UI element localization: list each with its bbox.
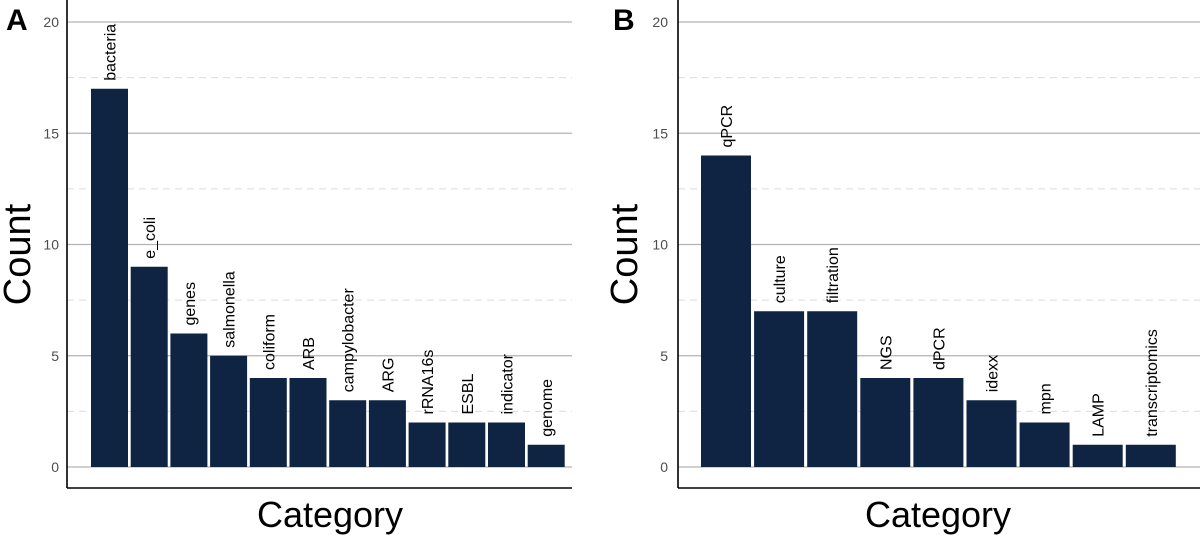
bar-label-genes: genes (182, 282, 199, 326)
bar-salmonella (210, 355, 248, 467)
bar-mpn (1019, 422, 1070, 467)
y-tick-label: 0 (51, 459, 59, 475)
y-tick-label: 15 (43, 125, 59, 141)
y-tick-label: 20 (43, 14, 59, 30)
bar-e_coli (130, 266, 168, 467)
bar-filtration (807, 311, 858, 467)
y-axis-title: Count (604, 203, 646, 305)
panel-b-letter: B (613, 4, 635, 37)
bar-rRNA16s (408, 422, 446, 467)
bar-bacteria (91, 88, 128, 467)
y-tick-label: 5 (660, 348, 668, 364)
bar-indicator (488, 422, 525, 467)
bar-LAMP (1072, 444, 1123, 467)
bar-ARG (368, 400, 406, 467)
bar-label-coliform: coliform (261, 314, 278, 370)
bar-campylobacter (329, 400, 367, 467)
bar-label-culture: culture (772, 255, 789, 303)
bar-label-ARB: ARB (301, 337, 318, 370)
bar-transcriptomics (1125, 444, 1176, 467)
bar-label-ESBL: ESBL (460, 373, 477, 414)
bar-label-dPCR: dPCR (931, 327, 948, 370)
bar-label-indicator: indicator (500, 353, 517, 414)
bar-NGS (860, 378, 911, 467)
x-axis-title: Category (865, 494, 1011, 535)
bar-genome (527, 444, 565, 467)
bar-label-bacteria: bacteria (103, 24, 120, 81)
bar-label-campylobacter: campylobacter (341, 288, 358, 393)
bar-genes (170, 333, 208, 467)
panel-b-chart: 0 5 10 15 20 qPCR culture filtration NGS dPCR idex… (604, 0, 1200, 535)
bar-label-mpn: mpn (1038, 383, 1055, 414)
bar-label-filtration: filtration (825, 247, 842, 303)
y-axis-title: Count (0, 203, 39, 305)
bar-label-rRNA16s: rRNA16s (420, 350, 437, 415)
bar-coliform (249, 378, 287, 467)
bar-ARB (289, 378, 327, 467)
bar-label-e_coli: e_coli (142, 217, 159, 259)
y-tick-label: 20 (652, 14, 668, 30)
bar-ESBL (448, 422, 486, 467)
bar-label-qPCR: qPCR (719, 105, 736, 148)
x-axis-title: Category (257, 494, 403, 535)
bar-label-genome: genome (539, 379, 556, 437)
bar-culture (754, 311, 805, 467)
panel-a-letter: A (6, 4, 28, 37)
bar-label-salmonella: salmonella (222, 271, 239, 348)
bar-label-LAMP: LAMP (1091, 393, 1108, 437)
bar-qPCR (701, 155, 751, 467)
y-tick-label: 0 (660, 459, 668, 475)
bar-label-ARG: ARG (380, 358, 397, 393)
y-tick-label: 10 (43, 237, 59, 253)
bar-label-NGS: NGS (878, 335, 895, 370)
y-tick-label: 15 (652, 125, 668, 141)
y-tick-label: 5 (51, 348, 59, 364)
bar-label-transcriptomics: transcriptomics (1144, 329, 1161, 437)
bar-label-idexx: idexx (985, 355, 1002, 392)
bar-dPCR (913, 378, 964, 467)
y-tick-label: 10 (652, 237, 668, 253)
bar-idexx (966, 400, 1017, 467)
